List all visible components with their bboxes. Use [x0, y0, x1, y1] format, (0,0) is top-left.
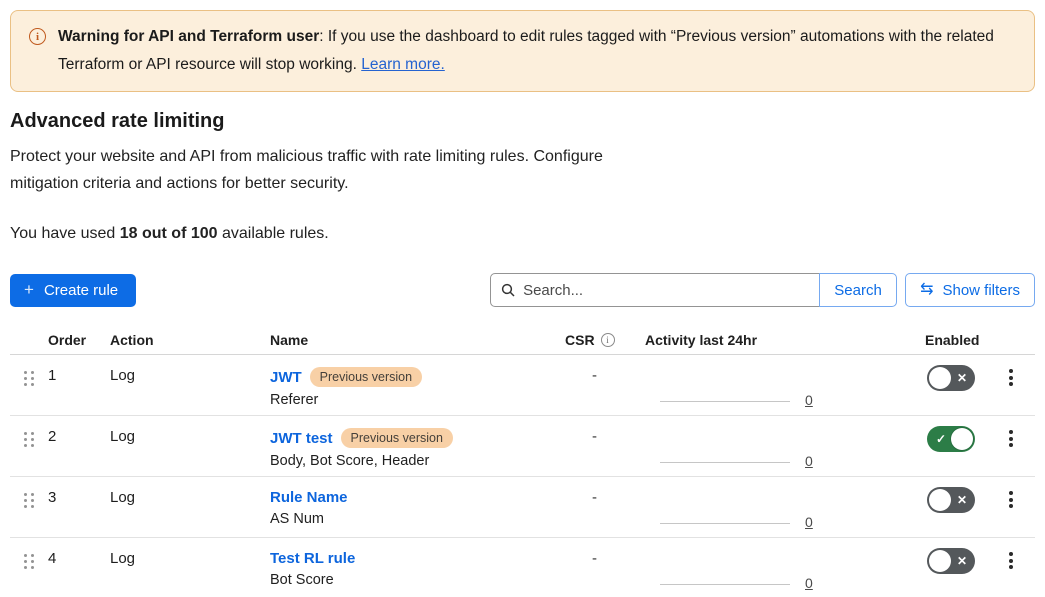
search-box	[490, 273, 821, 307]
rule-action: Log	[110, 489, 136, 506]
cross-icon: ✕	[956, 371, 967, 385]
rule-name-link[interactable]: JWT test	[270, 429, 333, 447]
rule-order: 1	[48, 367, 57, 384]
warning-banner: i Warning for API and Terraform user: If…	[10, 10, 1035, 92]
header-csr: CSR	[565, 331, 595, 348]
activity-count-link[interactable]: 0	[805, 575, 813, 591]
drag-handle-icon[interactable]	[24, 432, 34, 476]
rule-name-link[interactable]: Test RL rule	[270, 550, 356, 567]
table-row: 1 Log JWT Previous version Referer - 0 ✓…	[10, 355, 1035, 416]
row-menu-kebab-icon[interactable]	[1004, 550, 1018, 571]
table-row: 4 Log Test RL rule Bot Score - 0 ✓ ✕	[10, 538, 1035, 597]
rule-criteria: Referer	[270, 392, 319, 408]
rule-order: 3	[48, 489, 57, 506]
show-filters-button[interactable]: ⇆ Show filters	[905, 273, 1035, 307]
toggle-knob	[929, 367, 951, 389]
drag-handle-icon[interactable]	[24, 493, 34, 537]
activity-sparkline	[660, 401, 790, 402]
table-row: 2 Log JWT test Previous version Body, Bo…	[10, 416, 1035, 477]
activity-count-link[interactable]: 0	[805, 453, 813, 469]
header-activity: Activity last 24hr	[645, 331, 758, 348]
cross-icon: ✕	[956, 493, 967, 507]
enabled-toggle[interactable]: ✓ ✕	[927, 426, 975, 452]
warning-title: Warning for API and Terraform user	[58, 28, 320, 45]
rule-action: Log	[110, 550, 136, 567]
search-icon	[501, 283, 515, 297]
rule-order: 2	[48, 428, 57, 445]
previous-version-badge: Previous version	[340, 428, 453, 448]
page-title: Advanced rate limiting	[10, 110, 225, 132]
csr-info-icon[interactable]: i	[600, 332, 615, 347]
warning-body: : If you use the dashboard to edit rules…	[58, 28, 994, 73]
activity-count-link[interactable]: 0	[805, 514, 813, 530]
plus-icon: +	[24, 280, 34, 299]
activity-sparkline	[660, 462, 790, 463]
toggle-knob	[951, 428, 973, 450]
toggle-knob	[929, 489, 951, 511]
rule-name-link[interactable]: JWT	[270, 368, 302, 386]
search-button[interactable]: Search	[819, 273, 898, 307]
usage-summary: You have used 18 out of 100 available ru…	[10, 225, 329, 242]
warning-banner-text: Warning for API and Terraform user: If y…	[58, 23, 1014, 79]
rule-csr: -	[592, 550, 597, 567]
row-menu-kebab-icon[interactable]	[1004, 367, 1018, 388]
previous-version-badge: Previous version	[309, 367, 423, 387]
row-menu-kebab-icon[interactable]	[1004, 428, 1018, 449]
table-header-row: Order Action Name CSR i Activity last 24…	[10, 325, 1035, 355]
row-menu-kebab-icon[interactable]	[1004, 489, 1018, 510]
rule-action: Log	[110, 428, 136, 445]
activity-count-link[interactable]: 0	[805, 392, 813, 408]
header-name: Name	[270, 331, 309, 348]
rules-table: Order Action Name CSR i Activity last 24…	[10, 325, 1035, 597]
activity-sparkline	[660, 584, 790, 585]
search-group: Search ⇆ Show filters	[490, 273, 1035, 307]
usage-count: 18 out of 100	[119, 225, 218, 242]
create-rule-button[interactable]: + Create rule	[10, 273, 137, 307]
rule-action: Log	[110, 367, 136, 384]
drag-handle-icon[interactable]	[24, 554, 34, 597]
learn-more-link[interactable]: Learn more.	[361, 56, 445, 73]
toggle-knob	[929, 550, 951, 572]
rule-criteria: AS Num	[270, 511, 324, 527]
rule-csr: -	[592, 428, 597, 445]
drag-handle-icon[interactable]	[24, 371, 34, 415]
toolbar: + Create rule Search ⇆ Show filters	[10, 273, 1035, 307]
warning-info-icon: i	[29, 28, 46, 45]
rule-csr: -	[592, 367, 597, 384]
enabled-toggle[interactable]: ✓ ✕	[927, 548, 975, 574]
table-row: 3 Log Rule Name AS Num - 0 ✓ ✕	[10, 477, 1035, 538]
header-enabled: Enabled	[925, 331, 980, 348]
check-icon: ✓	[936, 432, 947, 446]
search-input[interactable]	[523, 281, 810, 299]
rule-criteria: Bot Score	[270, 572, 334, 588]
rule-criteria: Body, Bot Score, Header	[270, 453, 430, 469]
filters-swap-icon: ⇆	[920, 281, 934, 298]
rule-name-link[interactable]: Rule Name	[270, 489, 348, 506]
activity-sparkline	[660, 523, 790, 524]
enabled-toggle[interactable]: ✓ ✕	[927, 487, 975, 513]
header-action: Action	[110, 331, 154, 348]
rule-csr: -	[592, 489, 597, 506]
cross-icon: ✕	[956, 554, 967, 568]
header-order: Order	[48, 331, 87, 348]
enabled-toggle[interactable]: ✓ ✕	[927, 365, 975, 391]
page-description: Protect your website and API from malici…	[10, 148, 603, 192]
rule-order: 4	[48, 550, 57, 567]
